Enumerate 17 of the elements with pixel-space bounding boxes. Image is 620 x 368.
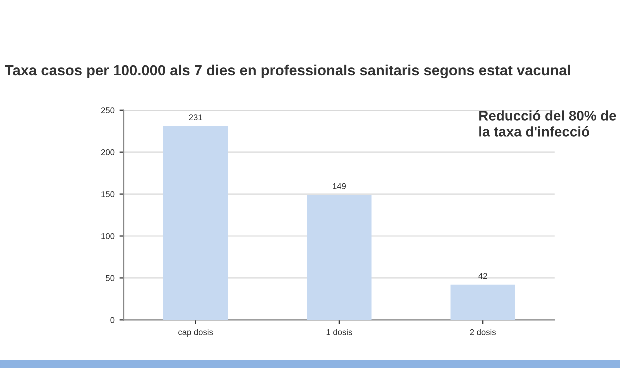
x-tick-label: 2 dosis	[470, 329, 496, 336]
y-tick-label: 150	[102, 192, 115, 198]
bar	[164, 126, 228, 320]
bar	[450, 284, 516, 320]
y-tick-label: 50	[106, 275, 115, 282]
annotation: Reducció del 80% de la taxa d'infecció	[480, 110, 616, 137]
x-tick-label: 1 dosis	[326, 329, 352, 336]
y-tick-label: 250	[101, 108, 115, 114]
chart-title: Taxa casos per 100.000 als 7 dies en professionals sanitaris segons estat vacunal	[5, 64, 570, 79]
data-label: 149	[333, 183, 346, 190]
data-label: 231	[189, 114, 202, 121]
x-tick-label: cap dosis	[178, 329, 214, 337]
y-tick-label: 0	[110, 317, 115, 324]
y-tick-label: 200	[101, 150, 115, 156]
bar	[307, 195, 372, 320]
y-tick-label: 100	[102, 233, 115, 240]
data-label: 42	[478, 273, 488, 280]
